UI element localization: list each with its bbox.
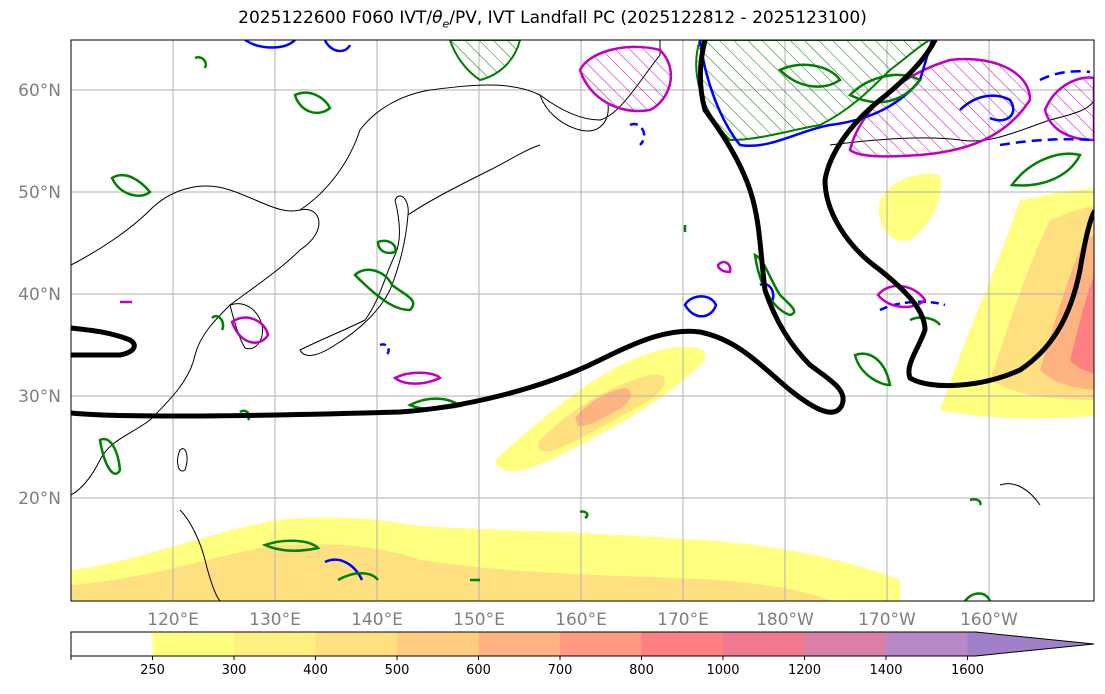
- colorbar: 250 300 400 500 600 700 800 1000 1200 1400 1600: [70, 631, 1095, 678]
- colorbar-label: 400: [303, 663, 328, 678]
- philippines: [179, 509, 221, 601]
- ivt-fill-north-blob: [879, 173, 941, 241]
- ivt-contour-west: [71, 325, 137, 358]
- hatch-magenta-nw: [578, 45, 673, 113]
- lon-label: 170°W: [858, 610, 916, 630]
- lat-label: 30°N: [18, 387, 61, 407]
- map-title: 2025122600 F060 IVT/θe/PV, IVT Landfall …: [238, 8, 867, 31]
- colorbar-segment: [560, 632, 642, 656]
- colorbar-label: 1400: [869, 663, 902, 678]
- colorbar-segment: [886, 632, 968, 656]
- lon-label: 160°E: [555, 610, 607, 630]
- colorbar-segment: [152, 632, 235, 656]
- ivt-contour-main: [71, 40, 846, 419]
- map-area: [71, 40, 1094, 601]
- lon-label: 180°W: [756, 610, 814, 630]
- colorbar-label: 300: [222, 663, 247, 678]
- lat-label: 20°N: [18, 489, 61, 509]
- hatch-green-west: [448, 40, 522, 82]
- colorbar-segment: [71, 632, 153, 656]
- ivt-landfall-contours: [71, 40, 1094, 419]
- lat-labels: 60°N 50°N 40°N 30°N 20°N: [18, 81, 61, 509]
- colorbar-segment: [234, 632, 316, 656]
- colorbar-segment: [641, 632, 724, 656]
- ivt-fill-jet-core: [575, 388, 631, 427]
- taiwan: [177, 448, 188, 472]
- lon-labels: 120°E 130°E 140°E 150°E 160°E 170°E 180°…: [147, 610, 1018, 630]
- colorbar-segment: [397, 632, 479, 656]
- kuril-islands: [407, 144, 541, 216]
- japan-coast: [299, 195, 409, 356]
- hatch-magenta-far-ne: [1043, 76, 1094, 142]
- colorbar-segment: [804, 632, 887, 656]
- lat-label: 60°N: [18, 81, 61, 101]
- lon-label: 120°E: [147, 610, 199, 630]
- colorbar-label: 250: [140, 663, 165, 678]
- ivt-fill-east-core: [1070, 277, 1094, 374]
- siberia-coast: [299, 40, 661, 211]
- lon-label: 130°E: [249, 610, 301, 630]
- lat-label: 40°N: [18, 285, 61, 305]
- colorbar-label: 800: [629, 663, 654, 678]
- lon-label: 150°E: [453, 610, 505, 630]
- ivt-fill-south-band-mid: [71, 544, 830, 601]
- colorbar-segment: [723, 632, 805, 656]
- hatched-regions: [448, 40, 1094, 158]
- colorbar-label: 1600: [951, 663, 984, 678]
- colorbar-segment: [967, 632, 1094, 656]
- lat-label: 50°N: [18, 183, 61, 203]
- colorbar-label: 1200: [788, 663, 821, 678]
- pv-magenta-contours: [120, 260, 927, 385]
- colorbar-segment: [478, 632, 561, 656]
- lon-label: 140°E: [351, 610, 403, 630]
- colorbar-segment: [315, 632, 398, 656]
- colorbar-label: 600: [466, 663, 491, 678]
- theta-e-green-contours: [98, 56, 1082, 601]
- lon-label: 160°W: [960, 610, 1018, 630]
- kamchatka-coast: [539, 94, 609, 132]
- colorbar-label: 1000: [706, 663, 739, 678]
- map-frame: [70, 39, 1095, 602]
- colorbar-label: 500: [385, 663, 410, 678]
- asia-coast: [71, 185, 320, 496]
- ivt-contour-east: [822, 40, 1094, 388]
- colorbar-outline: [70, 631, 1095, 657]
- hawaii: [999, 483, 1041, 506]
- colorbar-label: 700: [548, 663, 573, 678]
- lon-label: 170°E: [657, 610, 709, 630]
